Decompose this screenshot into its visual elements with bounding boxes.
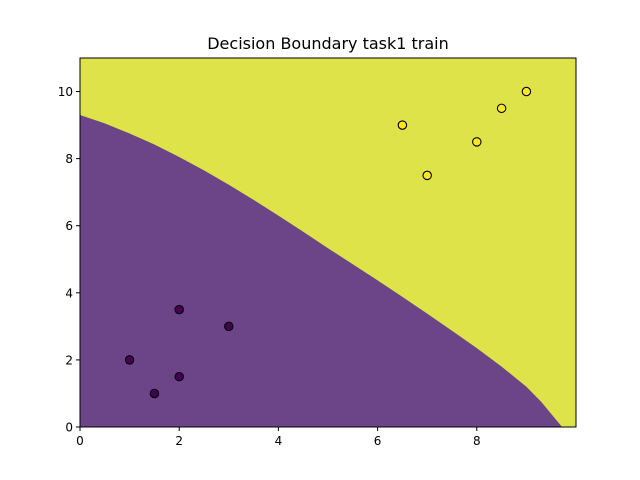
data-point-class-1 [472, 137, 482, 147]
y-tick-label: 10 [58, 85, 73, 99]
data-point-class-0 [224, 321, 234, 332]
y-tick-label: 0 [65, 421, 73, 435]
y-tick-label: 6 [65, 219, 73, 233]
plot-regions [80, 58, 576, 427]
data-point-class-1 [496, 103, 507, 114]
data-point-class-0 [124, 355, 135, 365]
x-tick-label: 8 [473, 434, 481, 448]
x-tick-label: 0 [76, 434, 84, 448]
y-tick-label: 8 [65, 152, 73, 166]
x-tick-label: 2 [175, 434, 183, 448]
plot-frame [79, 57, 577, 428]
x-tick-label: 4 [275, 434, 283, 448]
y-tick-label: 2 [65, 353, 73, 367]
plot-axes: 0 2 4 6 8 0 2 4 6 8 10 [58, 57, 577, 448]
data-point-class-0 [174, 304, 184, 315]
x-tick-label: 6 [374, 434, 382, 448]
plot-points [124, 86, 532, 399]
region-class-0 [80, 115, 563, 427]
data-point-class-0 [174, 371, 184, 382]
data-point-class-1 [397, 120, 408, 130]
data-point-class-1 [521, 86, 532, 97]
chart-title: Decision Boundary task1 train [207, 34, 449, 53]
data-point-class-1 [422, 170, 432, 181]
y-tick-label: 4 [65, 286, 73, 300]
data-point-class-0 [149, 388, 160, 399]
